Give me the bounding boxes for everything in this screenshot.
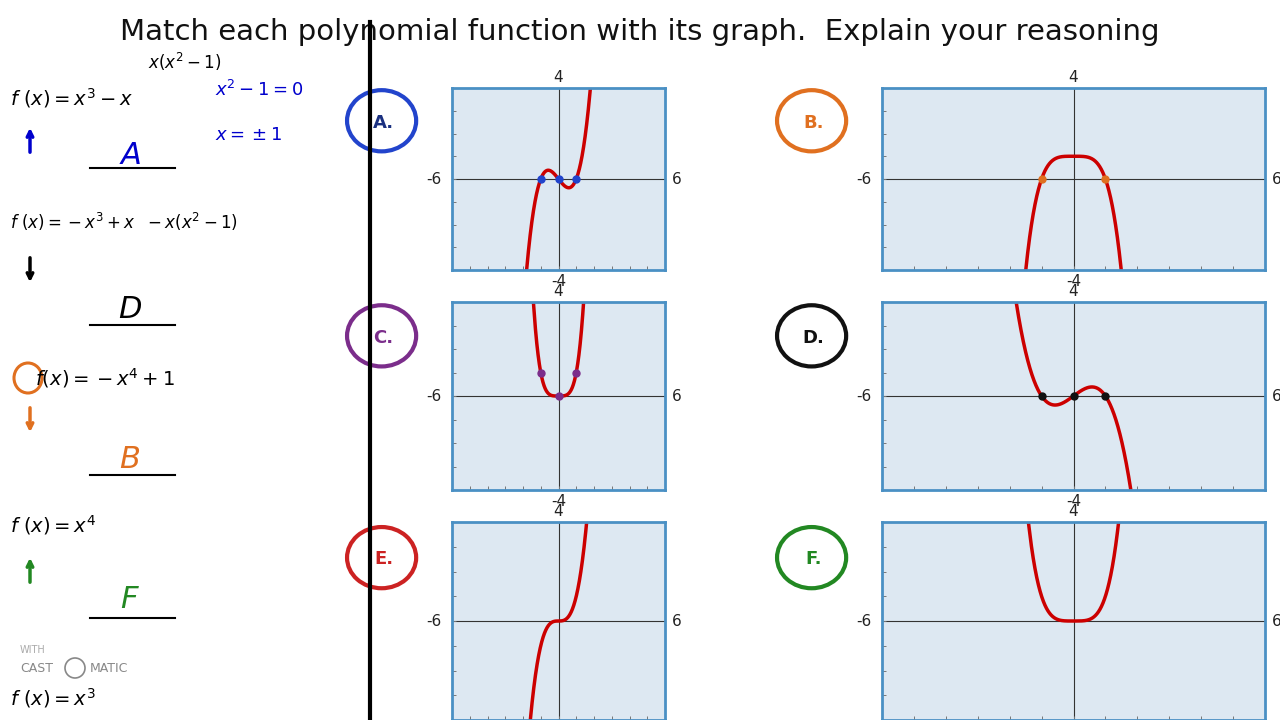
Text: -6: -6: [426, 613, 442, 629]
Text: $A$: $A$: [119, 140, 141, 169]
Text: -4: -4: [550, 274, 566, 289]
Text: $D$: $D$: [118, 295, 142, 325]
Text: -6: -6: [426, 171, 442, 186]
Text: $x^2-1=0$: $x^2-1=0$: [215, 80, 303, 100]
Text: $f\ (x) = x^3 - x$: $f\ (x) = x^3 - x$: [10, 86, 133, 110]
Text: -6: -6: [856, 171, 872, 186]
Text: -6: -6: [856, 613, 872, 629]
Text: WITH: WITH: [20, 645, 46, 655]
Text: 4: 4: [554, 70, 563, 85]
Text: 6: 6: [672, 171, 681, 186]
Text: -4: -4: [550, 494, 566, 508]
Text: $f\ (x) = -x^3 + x\ \ -x(x^2-1)$: $f\ (x) = -x^3 + x\ \ -x(x^2-1)$: [10, 211, 238, 233]
Text: B.: B.: [804, 114, 824, 132]
Text: $x(x^2-1)$: $x(x^2-1)$: [148, 51, 221, 73]
Text: F.: F.: [805, 551, 822, 569]
Text: 4: 4: [554, 504, 563, 519]
Text: E.: E.: [374, 551, 393, 569]
Text: Match each polynomial function with its graph.  Explain your reasoning: Match each polynomial function with its …: [120, 18, 1160, 46]
Text: $f\ (x) = x^4$: $f\ (x) = x^4$: [10, 513, 96, 537]
Text: CAST: CAST: [20, 662, 52, 675]
Text: 4: 4: [1069, 70, 1078, 85]
Text: D.: D.: [803, 328, 824, 346]
Text: 4: 4: [1069, 284, 1078, 299]
Text: -6: -6: [856, 389, 872, 403]
Text: A.: A.: [372, 114, 394, 132]
Text: $x=\pm 1$: $x=\pm 1$: [215, 126, 282, 144]
Text: MATIC: MATIC: [90, 662, 128, 675]
Text: 6: 6: [1271, 613, 1280, 629]
Text: 4: 4: [554, 284, 563, 299]
Text: $F$: $F$: [120, 585, 140, 614]
Text: 6: 6: [672, 613, 681, 629]
Text: $B$: $B$: [119, 446, 141, 474]
Text: -4: -4: [1066, 494, 1082, 508]
Text: 6: 6: [1271, 389, 1280, 403]
Text: 4: 4: [1069, 504, 1078, 519]
Text: C.: C.: [374, 328, 393, 346]
Text: -4: -4: [1066, 274, 1082, 289]
Text: 6: 6: [672, 389, 681, 403]
Text: $f(x) = -x^4 + 1$: $f(x) = -x^4 + 1$: [35, 366, 175, 390]
Text: 6: 6: [1271, 171, 1280, 186]
Text: $f\ (x) = x^3$: $f\ (x) = x^3$: [10, 686, 96, 710]
Text: -6: -6: [426, 389, 442, 403]
